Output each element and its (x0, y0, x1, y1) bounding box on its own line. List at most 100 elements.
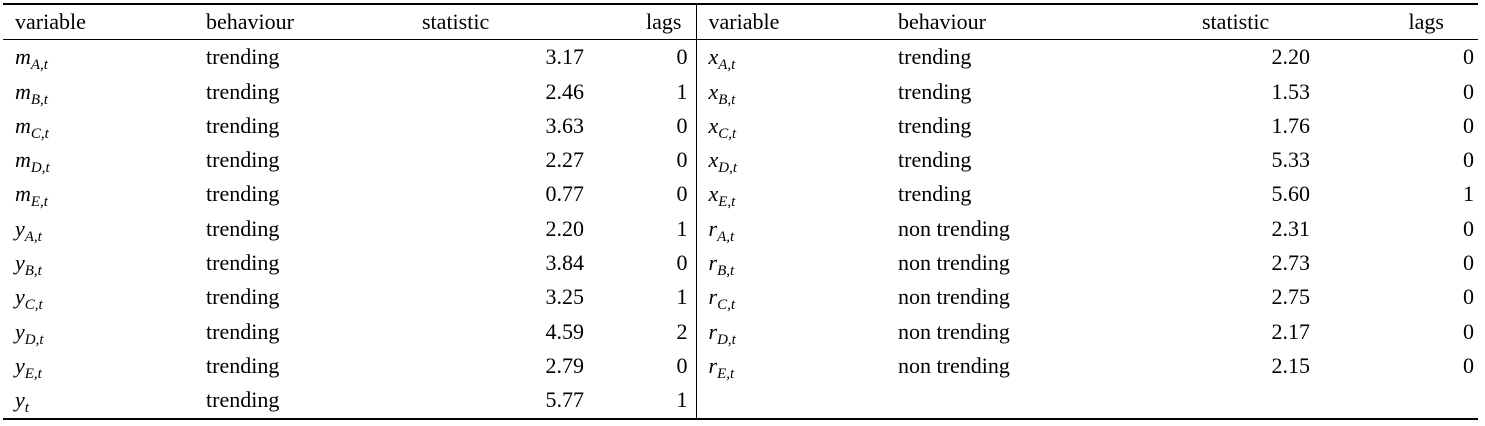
variable-subscript: E,t (24, 365, 42, 382)
cell-lags: 0 (676, 181, 688, 207)
cell-variable-right: rA,t (695, 211, 898, 247)
cell-variable: yC,t (3, 280, 206, 314)
variable-symbol: mA,t (15, 44, 48, 73)
variable-symbol: rE,t (709, 353, 735, 382)
header-row: variable behaviour statistic lags variab… (3, 4, 1478, 41)
cell-statistic: 3.84 (545, 250, 585, 276)
cell-lags-right: 0 (1463, 284, 1474, 310)
cell-statistic-right: 5.33 (1271, 147, 1311, 173)
cell-statistic: 2.79 (545, 352, 585, 378)
cell-lags: 1 (676, 215, 688, 241)
cell-lags-right: 0 (1463, 78, 1474, 104)
cell-behaviour-right: trending (898, 112, 972, 138)
table-row: mA,t trending 3.17 0 xA,t trending 2.20 0 (3, 39, 1478, 75)
cell-empty (695, 383, 898, 419)
header-lags: lags (584, 4, 696, 41)
variable-subscript: A,t (718, 57, 736, 74)
cell-behaviour: trending (206, 250, 280, 276)
variable-letter: y (15, 250, 25, 276)
variable-symbol: yC,t (15, 284, 43, 313)
cell-lags: 0 (676, 147, 688, 173)
cell-lags-right: 0 (1463, 147, 1474, 173)
variable-symbol: yD,t (15, 319, 44, 348)
cell-statistic-right: 2.17 (1271, 318, 1311, 344)
cell-statistic-right: 2.75 (1271, 284, 1311, 310)
cell-statistic: 4.59 (545, 318, 585, 344)
cell-variable: mE,t (3, 177, 206, 211)
cell-behaviour: trending (206, 112, 280, 138)
cell-lags: 1 (676, 78, 688, 104)
cell-statistic-right: 2.73 (1271, 250, 1311, 276)
variable-symbol: xA,t (709, 44, 736, 73)
variable-letter: y (15, 387, 25, 413)
cell-variable: mA,t (3, 40, 206, 75)
cell-behaviour-right: trending (898, 78, 972, 104)
cell-lags-right: 0 (1463, 44, 1474, 70)
cell-behaviour: trending (206, 181, 280, 207)
variable-letter: y (15, 352, 25, 378)
variable-letter: x (708, 112, 719, 138)
variable-subscript: E,t (30, 194, 48, 211)
table-row: yC,t trending 3.25 1 rC,t non trending 2.75 0 (3, 280, 1478, 315)
variable-letter: x (708, 147, 719, 173)
cell-lags-right: 0 (1463, 215, 1474, 241)
cell-lags: 0 (676, 44, 688, 70)
variable-letter: y (15, 215, 25, 241)
cell-behaviour: trending (206, 44, 280, 70)
cell-variable: yB,t (3, 246, 206, 280)
table-row: yA,t trending 2.20 1 rA,t non trending 2.31 0 (3, 211, 1478, 247)
cell-empty (1316, 383, 1478, 418)
cell-statistic-right: 5.60 (1271, 181, 1311, 207)
table-row: yE,t trending 2.79 0 rE,t non trending 2.15 0 (3, 348, 1478, 384)
cell-variable: mC,t (3, 109, 206, 143)
variable-subscript: D,t (24, 331, 44, 348)
table-body: mA,t trending 3.17 0 xA,t trending 2.20 0 mB,t tr… (3, 39, 1478, 419)
variable-subscript: B,t (717, 263, 735, 280)
cell-lags: 0 (676, 250, 688, 276)
variable-symbol: mE,t (15, 181, 48, 210)
variable-subscript: t (24, 400, 29, 417)
header-lags-right: lags (1316, 4, 1478, 41)
cell-behaviour: trending (206, 352, 280, 378)
header-statistic: statistic (406, 4, 584, 41)
header-statistic-right: statistic (1118, 4, 1316, 41)
variable-letter: r (708, 215, 718, 241)
variable-letter: m (15, 147, 31, 173)
variable-subscript: D,t (717, 331, 736, 348)
header-behaviour: behaviour (206, 4, 406, 41)
variable-letter: m (15, 181, 31, 207)
table-row: mE,t trending 0.77 0 xE,t trending 5.60 1 (3, 177, 1478, 212)
cell-statistic-right: 1.76 (1271, 112, 1311, 138)
cell-variable: yE,t (3, 349, 206, 383)
cell-statistic-right: 2.15 (1271, 352, 1311, 378)
cell-statistic: 2.46 (545, 78, 585, 104)
cell-variable-right: xE,t (695, 177, 898, 212)
table-row: yt trending 5.77 1 (3, 383, 1478, 419)
table-row: mC,t trending 3.63 0 xC,t trending 1.76 0 (3, 108, 1478, 144)
cell-variable-right: rE,t (695, 348, 898, 384)
cell-variable-right: xA,t (695, 39, 898, 75)
cell-behaviour: trending (206, 147, 280, 173)
cell-statistic: 2.20 (545, 215, 585, 241)
cell-lags-right: 0 (1463, 112, 1474, 138)
variable-symbol: xC,t (708, 112, 737, 142)
variable-symbol: yA,t (15, 215, 42, 245)
variable-subscript: C,t (718, 125, 737, 142)
table-row: yD,t trending 4.59 2 rD,t non trending 2.17 0 (3, 314, 1478, 349)
variable-symbol: rC,t (709, 284, 736, 313)
variable-subscript: A,t (24, 228, 42, 245)
cell-statistic: 3.25 (545, 284, 585, 310)
cell-behaviour: trending (206, 318, 280, 344)
variable-symbol: mC,t (15, 113, 49, 142)
variable-subscript: C,t (717, 297, 735, 314)
variable-symbol: mD,t (15, 147, 50, 176)
variable-symbol: yE,t (15, 352, 42, 382)
cell-behaviour-right: non trending (898, 318, 1010, 344)
cell-lags-right: 0 (1463, 250, 1474, 276)
cell-variable: mD,t (3, 143, 206, 177)
variable-symbol: mB,t (15, 79, 48, 108)
table-row: mB,t trending 2.46 1 xB,t trending 1.53 0 (3, 74, 1478, 109)
cell-statistic: 2.27 (545, 147, 585, 173)
variable-symbol: rA,t (708, 215, 735, 245)
cell-lags: 0 (676, 112, 688, 138)
